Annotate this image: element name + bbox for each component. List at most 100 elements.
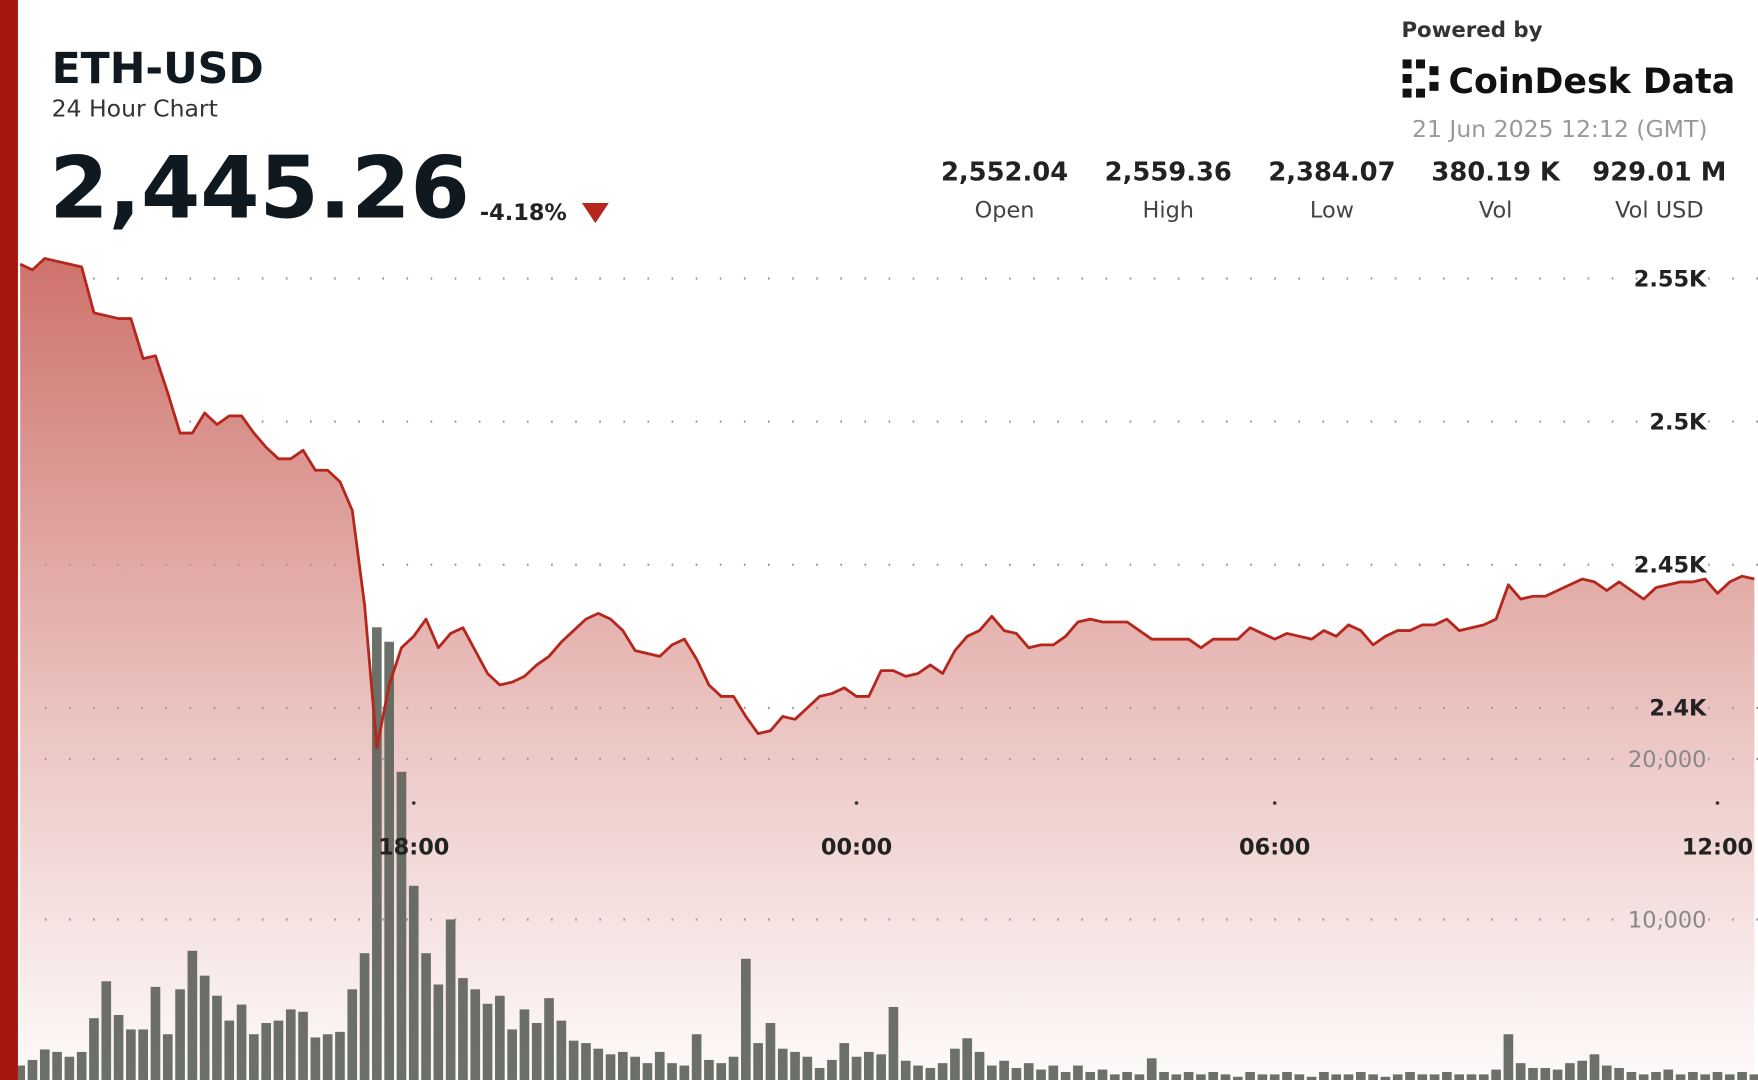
volume-bar bbox=[691, 1034, 702, 1080]
volume-bar bbox=[1109, 1074, 1120, 1080]
volume-bar bbox=[950, 1048, 960, 1080]
volume-bar bbox=[999, 1060, 1009, 1080]
volume-bar bbox=[1011, 1067, 1022, 1080]
volume-bar bbox=[1417, 1074, 1428, 1080]
volume-bar bbox=[458, 978, 468, 1080]
volume-bar bbox=[777, 1048, 788, 1080]
volume-bar bbox=[273, 1020, 284, 1080]
volume-bar bbox=[1515, 1063, 1526, 1080]
down-arrow bbox=[581, 202, 609, 224]
price-line bbox=[19, 257, 1755, 750]
volume-bar bbox=[937, 1063, 948, 1080]
volume-bar bbox=[802, 1056, 813, 1080]
volume-bar bbox=[581, 1043, 591, 1080]
volume-bar bbox=[101, 981, 112, 1080]
volume-bar bbox=[150, 986, 161, 1080]
volume-bar bbox=[1454, 1074, 1465, 1080]
volume-bar bbox=[1159, 1071, 1169, 1080]
volume-bar bbox=[1552, 1069, 1563, 1080]
volume-bar bbox=[482, 1003, 493, 1080]
volume-bar bbox=[1146, 1058, 1157, 1080]
volume-bar bbox=[519, 1009, 530, 1080]
price-area bbox=[20, 258, 1755, 1080]
stat-label: Open bbox=[975, 198, 1035, 224]
y-tick-label: 2.5K bbox=[1649, 409, 1708, 435]
volume-bar bbox=[1023, 1063, 1034, 1080]
volume-bar bbox=[1085, 1071, 1096, 1080]
volume-bar bbox=[347, 989, 358, 1080]
volume-bar bbox=[679, 1065, 690, 1080]
volume-bar bbox=[27, 1059, 38, 1080]
volume-bar bbox=[298, 1011, 308, 1080]
volume-bar bbox=[1269, 1074, 1280, 1080]
volume-bar bbox=[1749, 1074, 1758, 1080]
volume-bar bbox=[1343, 1074, 1354, 1080]
stats: 2,552.04 Open 2,559.36 High 2,384.07 Low 380.1… bbox=[941, 158, 1726, 224]
volume-bar bbox=[1097, 1069, 1108, 1080]
volume-bar bbox=[974, 1051, 985, 1080]
price: 2,445.26 bbox=[49, 140, 469, 239]
volume-bar bbox=[236, 1004, 247, 1080]
volume-bar bbox=[15, 1065, 26, 1080]
volume-bar bbox=[1245, 1071, 1255, 1080]
volume-bar bbox=[1183, 1071, 1194, 1080]
volume-bar bbox=[864, 1051, 874, 1080]
volume-bar bbox=[433, 984, 444, 1080]
volume-bar bbox=[1048, 1065, 1059, 1080]
volume-bar bbox=[76, 1051, 87, 1080]
volume-bar bbox=[900, 1060, 911, 1080]
change: -4.18% bbox=[480, 200, 567, 226]
volume-bar bbox=[421, 953, 431, 1080]
x-tick-label: 12:00 bbox=[1682, 835, 1753, 861]
volume-bar bbox=[1601, 1065, 1612, 1080]
volume-bar bbox=[408, 885, 419, 1080]
volume-bar bbox=[470, 989, 481, 1080]
volume-bar bbox=[162, 1034, 173, 1080]
volume-bar bbox=[1036, 1069, 1046, 1080]
x-tick bbox=[1272, 801, 1277, 805]
volume-bar bbox=[1577, 1060, 1588, 1080]
y-tick-label: 2.4K bbox=[1649, 696, 1708, 722]
volume-bar bbox=[814, 1067, 825, 1080]
subtitle: 24 Hour Chart bbox=[52, 95, 218, 123]
volume-bar bbox=[1589, 1054, 1600, 1080]
volume-bar bbox=[1331, 1074, 1342, 1080]
accent-bar bbox=[0, 0, 18, 1080]
brand: CoinDesk Data bbox=[1449, 62, 1736, 102]
y-tick-label: 2.45K bbox=[1634, 553, 1708, 579]
volume-bar bbox=[544, 998, 554, 1080]
volume-bar bbox=[568, 1040, 579, 1080]
volume-bar bbox=[322, 1034, 333, 1080]
stat-value: 929.01 M bbox=[1592, 158, 1726, 188]
volume-bar bbox=[987, 1065, 997, 1080]
volume-bar bbox=[1319, 1071, 1329, 1080]
volume-bar bbox=[52, 1051, 62, 1080]
volume-bar bbox=[1466, 1074, 1477, 1080]
volume-bar bbox=[89, 1018, 99, 1080]
volume-bar bbox=[851, 1056, 862, 1080]
volume-bar bbox=[1503, 1034, 1514, 1080]
volume-bar bbox=[1171, 1074, 1182, 1080]
volume-bar bbox=[1626, 1071, 1637, 1080]
volume-bar bbox=[384, 641, 394, 1080]
volume-bar bbox=[1220, 1074, 1231, 1080]
volume-bar bbox=[925, 1067, 936, 1080]
volume-bar bbox=[175, 989, 185, 1080]
volume-bar bbox=[1724, 1074, 1735, 1080]
y2-tick-label: 20,000 bbox=[1628, 747, 1706, 773]
volume-bar bbox=[913, 1065, 923, 1080]
x-tick-label: 18:00 bbox=[378, 835, 449, 861]
volume-bar bbox=[1737, 1071, 1747, 1080]
volume-bar bbox=[753, 1043, 763, 1080]
volume-bar bbox=[630, 1056, 640, 1080]
y2-tick-label: 10,000 bbox=[1628, 907, 1706, 933]
volume-bar bbox=[396, 771, 407, 1080]
stat-value: 2,384.07 bbox=[1268, 158, 1395, 188]
volume-bar bbox=[1565, 1063, 1575, 1080]
volume-bar bbox=[113, 1014, 124, 1080]
volume-bar bbox=[64, 1056, 75, 1080]
volume-bar bbox=[1663, 1069, 1674, 1080]
volume-bar bbox=[1282, 1071, 1292, 1080]
volume-bar bbox=[187, 950, 198, 1080]
